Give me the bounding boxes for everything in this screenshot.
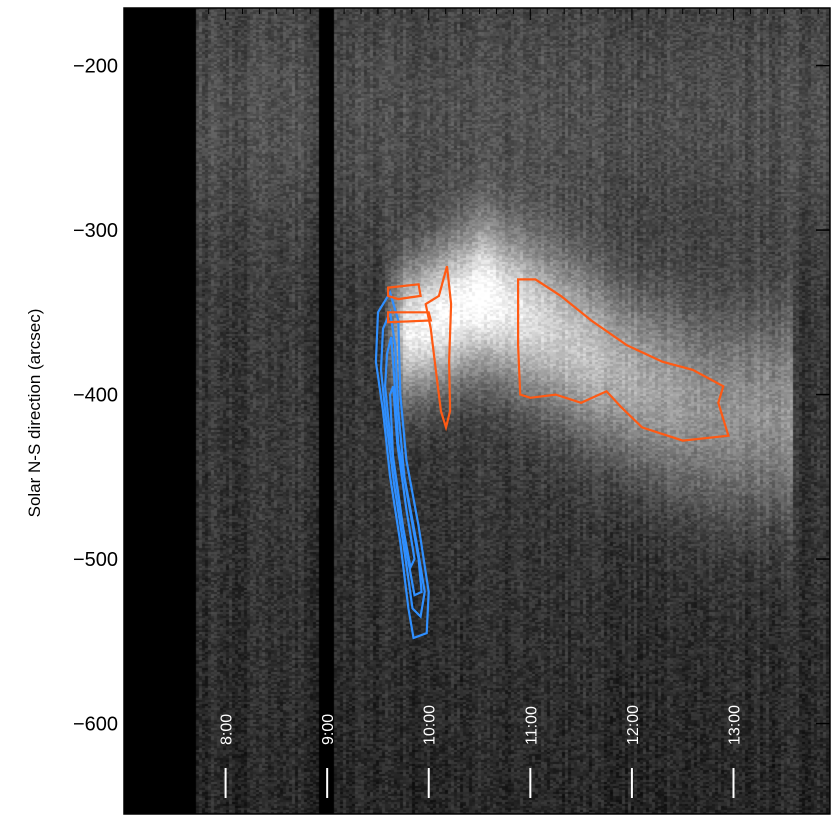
y-tick-label: −300	[73, 220, 118, 242]
orange-contour-ring	[387, 311, 433, 324]
time-marker-label: 8:00	[219, 714, 236, 745]
orange-contour-ring	[424, 265, 453, 432]
y-tick-label: −400	[73, 385, 118, 407]
plot-area	[124, 8, 830, 814]
time-marker-label: 11:00	[523, 706, 540, 745]
y-axis-label: Solar N-S direction (arcsec)	[25, 309, 44, 518]
blue-contour-ring	[374, 289, 430, 640]
time-marker-label: 12:00	[625, 705, 642, 745]
time-markers: 8:00 9:00 10:00 11:00 12:00 13:00	[219, 705, 743, 798]
time-marker-label: 9:00	[320, 714, 337, 745]
blue-contour-ring	[379, 308, 426, 619]
time-marker-label: 13:00	[726, 705, 743, 745]
contour-layer	[374, 265, 730, 640]
plot-frame	[123, 7, 831, 815]
y-axis: −200 −300 −400 −500 −600	[73, 56, 830, 736]
orange-contour-ring	[387, 283, 422, 301]
time-marker-label: 10:00	[422, 705, 439, 745]
plot-border	[123, 7, 831, 815]
intensity-image	[124, 8, 830, 814]
y-tick-label: −500	[73, 549, 118, 571]
y-tick-label: −600	[73, 714, 118, 736]
orange-contour-ring	[516, 278, 730, 442]
blue-contour-ring	[388, 385, 416, 571]
y-tick-label: −200	[73, 56, 118, 78]
blue-contour-ring	[383, 336, 423, 597]
